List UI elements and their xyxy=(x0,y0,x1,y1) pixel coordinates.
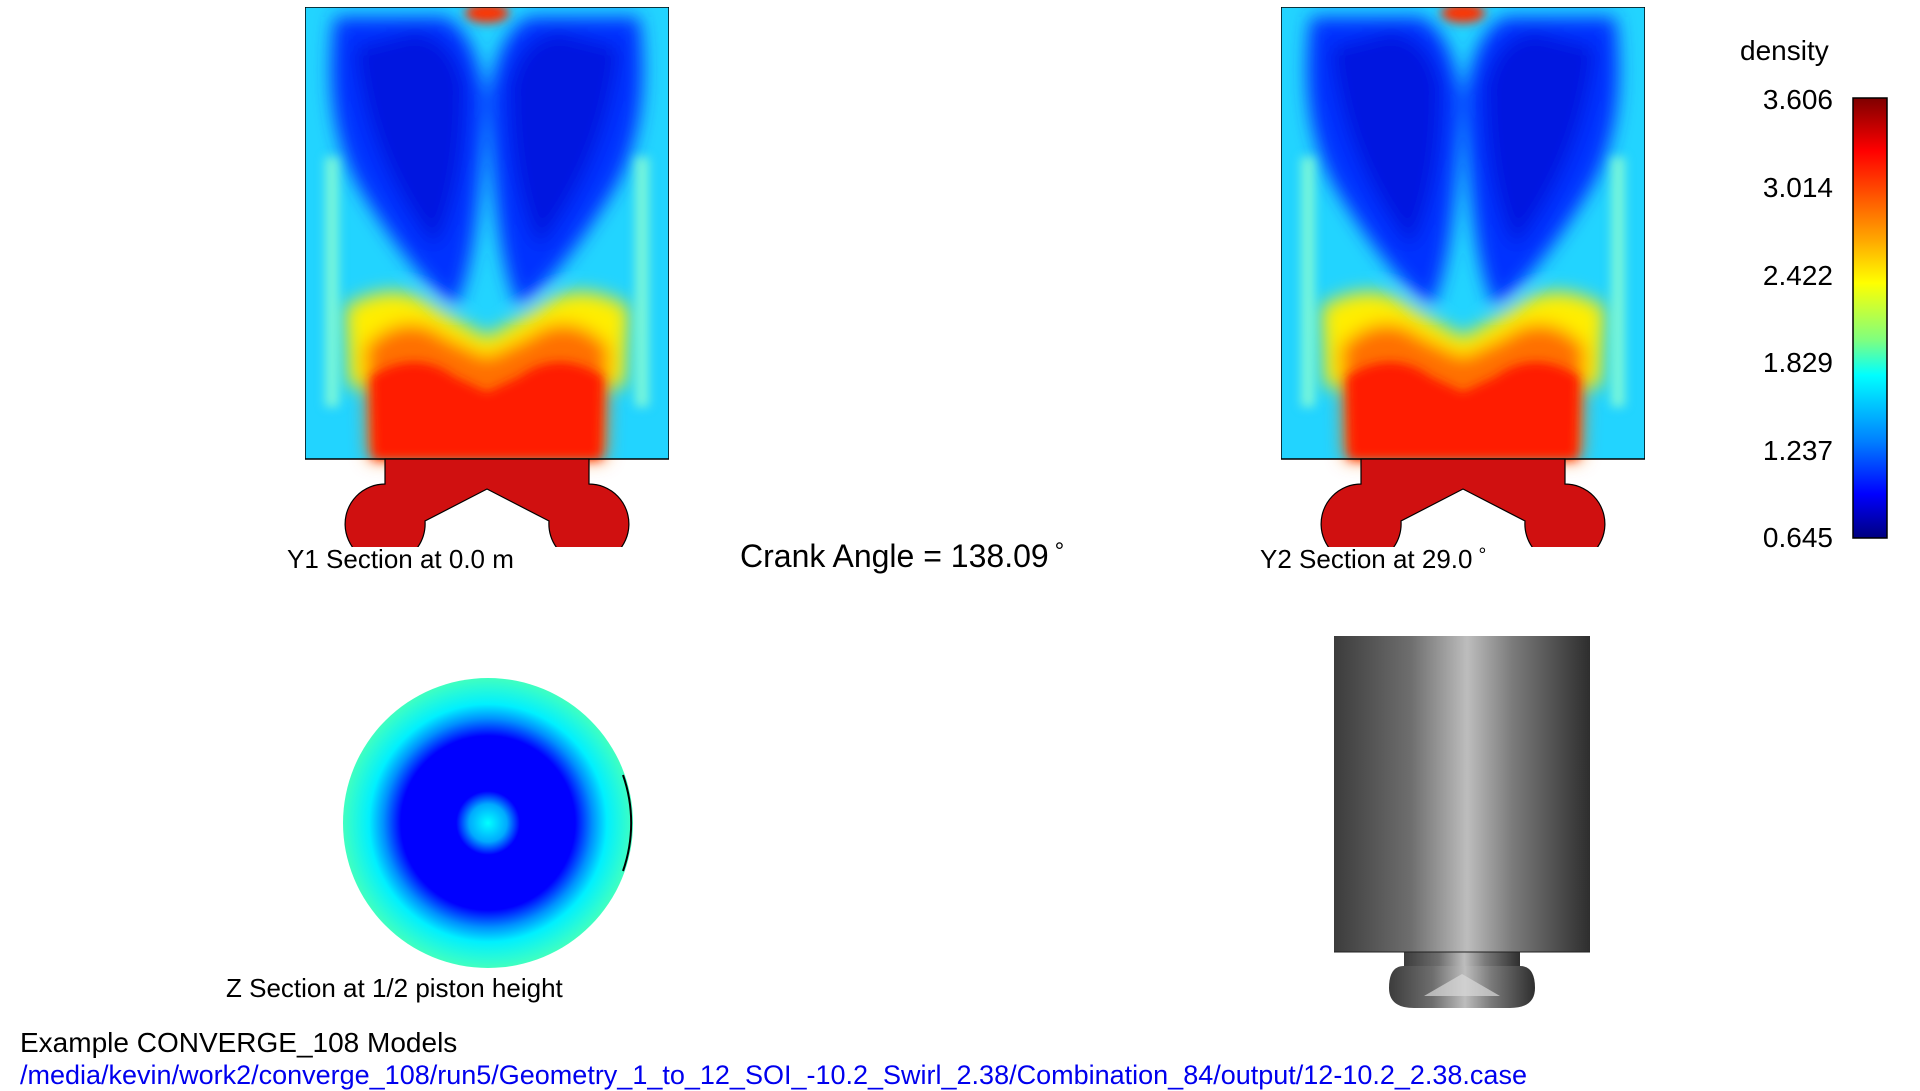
crank-angle-label: Crank Angle = 138.09 ° xyxy=(740,538,1064,575)
colorbar-title: density xyxy=(1740,35,1829,66)
degree-symbol: ° xyxy=(1478,544,1487,567)
colorbar-tick: 3.606 xyxy=(1762,84,1833,115)
y2-section-label: Y2 Section at 29.0 ° xyxy=(1260,544,1486,575)
degree-symbol: ° xyxy=(1054,537,1065,565)
crank-angle-text: Crank Angle = 138.09 xyxy=(740,538,1049,574)
footer-title: Example CONVERGE_108 Models xyxy=(20,1027,458,1058)
y1-section-plot xyxy=(305,7,669,547)
z-section-label: Z Section at 1/2 piston height xyxy=(226,973,563,1003)
colorbar-tick: 1.829 xyxy=(1762,347,1833,378)
colorbar-tick: 2.422 xyxy=(1762,260,1833,291)
y2-section-plot xyxy=(1281,7,1645,547)
colorbar-tick: 1.237 xyxy=(1762,435,1833,466)
y2-section-text: Y2 Section at 29.0 xyxy=(1260,544,1473,574)
colorbar-tick: 0.645 xyxy=(1762,522,1833,553)
z-section-plot xyxy=(343,678,633,968)
y1-section-label: Y1 Section at 0.0 m xyxy=(287,544,514,574)
colorbar xyxy=(1852,97,1888,539)
colorbar-tick: 3.014 xyxy=(1762,172,1833,203)
cylinder-geometry-view xyxy=(1334,636,1590,1008)
footer-case-path: /media/kevin/work2/converge_108/run5/Geo… xyxy=(20,1060,1527,1090)
